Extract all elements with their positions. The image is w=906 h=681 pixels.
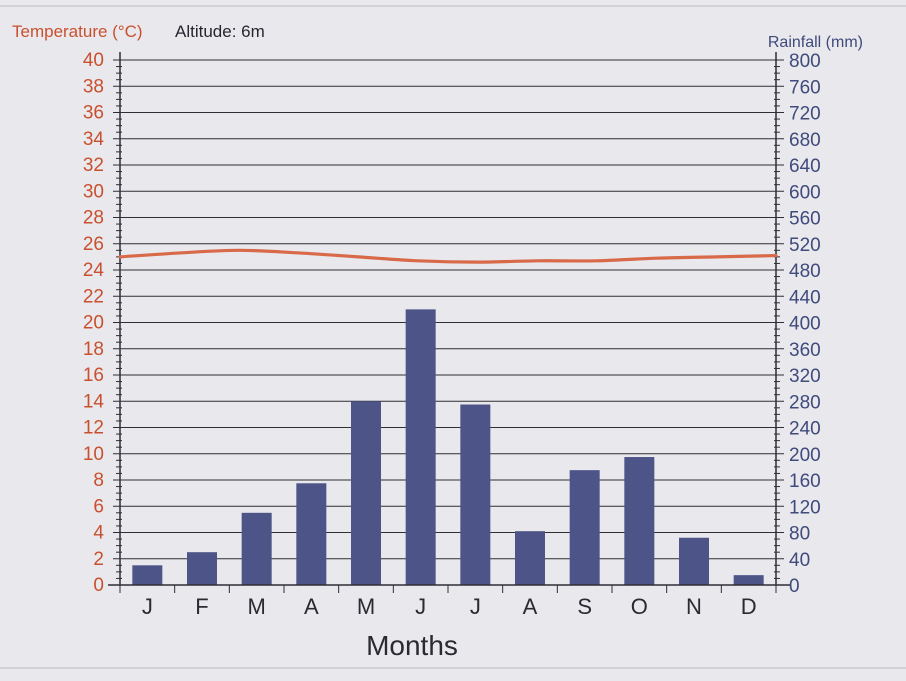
- rainfall-bar: [569, 470, 600, 585]
- x-category-label: F: [195, 594, 208, 619]
- rainfall-bar: [679, 537, 709, 585]
- x-category-label: J: [142, 594, 153, 619]
- rainfall-bar: [187, 552, 217, 585]
- x-category-label: O: [631, 594, 648, 619]
- x-category-label: A: [304, 594, 319, 619]
- right-tick-label: 480: [789, 261, 821, 282]
- left-tick-label: 40: [83, 50, 104, 71]
- right-tick-label: 800: [789, 51, 821, 72]
- temperature-line-layer: [118, 248, 778, 264]
- left-tick-label: 12: [83, 418, 104, 439]
- right-tick-label: 760: [789, 77, 821, 98]
- x-axis-title: Months: [366, 630, 458, 661]
- right-tick-label: 680: [789, 130, 821, 151]
- left-tick-label: 0: [93, 575, 104, 596]
- gridlines: [120, 59, 776, 560]
- left-tick-label: 14: [83, 391, 105, 412]
- left-tick-label: 36: [83, 103, 104, 124]
- right-tick-label: 40: [789, 550, 810, 571]
- left-tick-label: 22: [83, 286, 104, 307]
- right-tick-label: 280: [789, 392, 821, 413]
- right-tick-label: 160: [789, 471, 821, 492]
- temperature-line: [118, 248, 778, 264]
- right-tick-label: 360: [789, 340, 821, 361]
- right-tick-label: 600: [789, 182, 821, 203]
- right-tick-label: 560: [789, 209, 821, 230]
- left-tick-label: 24: [83, 260, 105, 281]
- rainfall-bars: [132, 309, 764, 585]
- x-category-label: S: [577, 594, 592, 619]
- rainfall-bar: [351, 401, 381, 585]
- rainfall-bar: [460, 404, 491, 585]
- altitude-label: Altitude: 6m: [175, 22, 265, 41]
- left-tick-label: 4: [93, 523, 104, 544]
- tick-labels: 0246810121416182022242628303234363840040…: [83, 50, 821, 619]
- right-tick-label: 80: [789, 524, 810, 545]
- left-tick-label: 8: [93, 470, 104, 491]
- right-tick-label: 640: [789, 156, 821, 177]
- left-tick-label: 18: [83, 339, 104, 360]
- left-tick-label: 30: [83, 181, 104, 202]
- left-tick-label: 16: [83, 365, 104, 386]
- x-category-label: N: [686, 594, 702, 619]
- x-category-label: M: [357, 594, 375, 619]
- right-tick-label: 320: [789, 366, 821, 387]
- right-tick-label: 120: [789, 497, 821, 518]
- x-category-label: J: [415, 594, 426, 619]
- right-tick-label: 440: [789, 287, 821, 308]
- right-tick-label: 400: [789, 314, 821, 335]
- right-tick-label: 720: [789, 104, 821, 125]
- left-tick-label: 20: [83, 313, 104, 334]
- left-axis-title: Temperature (°C): [12, 22, 143, 41]
- rainfall-bar: [733, 575, 764, 585]
- x-category-label: J: [470, 594, 481, 619]
- rainfall-bar: [296, 483, 327, 585]
- left-tick-label: 6: [93, 496, 104, 517]
- left-tick-label: 34: [83, 129, 105, 150]
- left-tick-label: 28: [83, 208, 104, 229]
- rainfall-bar: [624, 457, 655, 585]
- x-category-label: A: [523, 594, 538, 619]
- left-tick-label: 2: [93, 549, 104, 570]
- left-tick-label: 10: [83, 444, 104, 465]
- right-axis-title: Rainfall (mm): [768, 34, 863, 51]
- left-tick-label: 26: [83, 234, 104, 255]
- rainfall-bar: [132, 565, 163, 585]
- rainfall-bar: [241, 512, 272, 585]
- x-category-label: D: [741, 594, 757, 619]
- right-tick-label: 200: [789, 445, 821, 466]
- axes: [108, 52, 790, 593]
- right-tick-label: 520: [789, 235, 821, 256]
- left-tick-label: 38: [83, 76, 104, 97]
- left-tick-label: 32: [83, 155, 104, 176]
- rainfall-bar: [405, 309, 436, 585]
- rainfall-bar: [515, 531, 545, 585]
- right-tick-label: 240: [789, 419, 821, 440]
- right-tick-label: 0: [789, 576, 800, 597]
- x-category-label: M: [248, 594, 266, 619]
